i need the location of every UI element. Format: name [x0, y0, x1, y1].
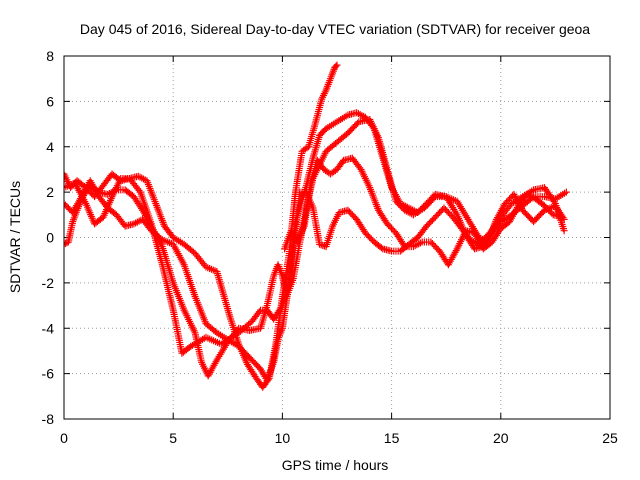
y-axis-label: SDTVAR / TECUs [7, 181, 23, 293]
data-point [333, 61, 341, 69]
y-tick-label: 8 [46, 48, 54, 64]
grid-lines [64, 56, 610, 419]
data-point [377, 244, 385, 252]
series-track-3 [64, 109, 568, 384]
y-tick-label: -2 [42, 275, 55, 291]
data-point [120, 221, 128, 229]
y-tick-label: -4 [42, 320, 55, 336]
y-tick-label: 0 [46, 230, 54, 246]
x-tick-label: 0 [60, 430, 68, 446]
y-tick-label: -6 [42, 366, 55, 382]
x-tick-label: 5 [169, 430, 177, 446]
data-point [430, 192, 438, 200]
chart-title: Day 045 of 2016, Sidereal Day-to-day VTE… [80, 21, 590, 37]
x-tick-label: 10 [275, 430, 291, 446]
x-tick-label: 15 [384, 430, 400, 446]
data-point [562, 188, 570, 196]
y-tick-label: 6 [46, 93, 54, 109]
y-tick-label: 4 [46, 139, 54, 155]
data-point [255, 308, 263, 316]
data-point [332, 62, 340, 70]
data-point [560, 227, 568, 235]
y-tick-label: -8 [42, 411, 55, 427]
x-tick-label: 25 [602, 430, 618, 446]
data-point [558, 213, 566, 221]
y-tick-label: 2 [46, 184, 54, 200]
data-series [64, 61, 570, 391]
data-point [264, 376, 272, 384]
plot-frame [63, 55, 611, 420]
series-track-4 [64, 61, 341, 391]
x-tick-label: 20 [493, 430, 509, 446]
data-point [135, 186, 143, 194]
x-axis-ticks: 0 5 10 15 20 25 [60, 56, 618, 446]
data-point [400, 241, 408, 249]
data-point [369, 123, 377, 131]
y-axis-ticks: -8 -6 -4 -2 0 2 4 6 8 [42, 48, 610, 427]
x-axis-label: GPS time / hours [282, 457, 389, 473]
series-track-5 [281, 154, 566, 269]
data-point [64, 170, 68, 178]
